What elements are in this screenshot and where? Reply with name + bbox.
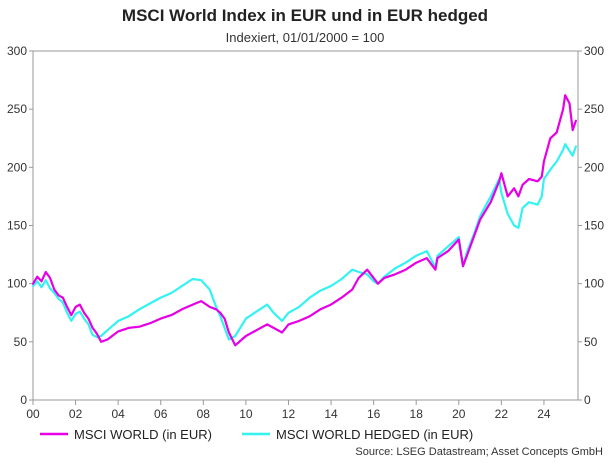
x-tick-label: 24 [537,407,551,421]
y-tick-label-right: 0 [584,393,591,407]
y-tick-label-right: 250 [584,102,604,116]
legend-label-msci-world: MSCI WORLD (in EUR) [74,427,212,442]
x-tick-label: 12 [282,407,296,421]
x-tick-label: 14 [324,407,338,421]
y-tick-label-left: 0 [20,393,27,407]
y-tick-label-left: 100 [7,277,27,291]
y-axis-right: 0 50 100 150 200 250 300 [578,44,604,407]
y-tick-label-left: 50 [14,335,28,349]
x-tick-label: 22 [495,407,509,421]
x-tick-label: 10 [239,407,253,421]
x-tick-label: 18 [410,407,424,421]
x-tick-label: 00 [26,407,40,421]
y-tick-label-right: 150 [584,219,604,233]
legend: MSCI WORLD (in EUR) MSCI WORLD HEDGED (i… [40,427,473,442]
chart-title: MSCI World Index in EUR und in EUR hedge… [122,6,488,25]
x-tick-label: 04 [111,407,125,421]
x-tick-label: 06 [154,407,168,421]
y-tick-label-left: 300 [7,44,27,58]
y-tick-label-left: 250 [7,102,27,116]
x-tick-label: 02 [69,407,83,421]
source-note: Source: LSEG Datastream; Asset Concepts … [355,446,603,458]
series-layer [31,94,578,347]
plot-area-frame [32,50,579,401]
y-tick-label-right: 100 [584,277,604,291]
y-tick-label-left: 200 [7,160,27,174]
y-axis-left: 0 50 100 150 200 250 300 [7,44,33,407]
y-tick-label-right: 200 [584,160,604,174]
x-tick-label: 08 [197,407,211,421]
series-line-msci-world-hedged [31,143,578,341]
chart-subtitle: Indexiert, 01/01/2000 = 100 [226,30,385,45]
series-line-msci-world [31,94,578,347]
y-tick-label-right: 300 [584,44,604,58]
x-tick-label: 20 [452,407,466,421]
x-tick-label: 16 [367,407,381,421]
x-axis: 00 02 04 06 08 10 12 14 16 18 20 22 24 [26,400,551,421]
legend-label-msci-world-hedged: MSCI WORLD HEDGED (in EUR) [276,427,473,442]
y-tick-label-right: 50 [584,335,598,349]
y-tick-label-left: 150 [7,219,27,233]
